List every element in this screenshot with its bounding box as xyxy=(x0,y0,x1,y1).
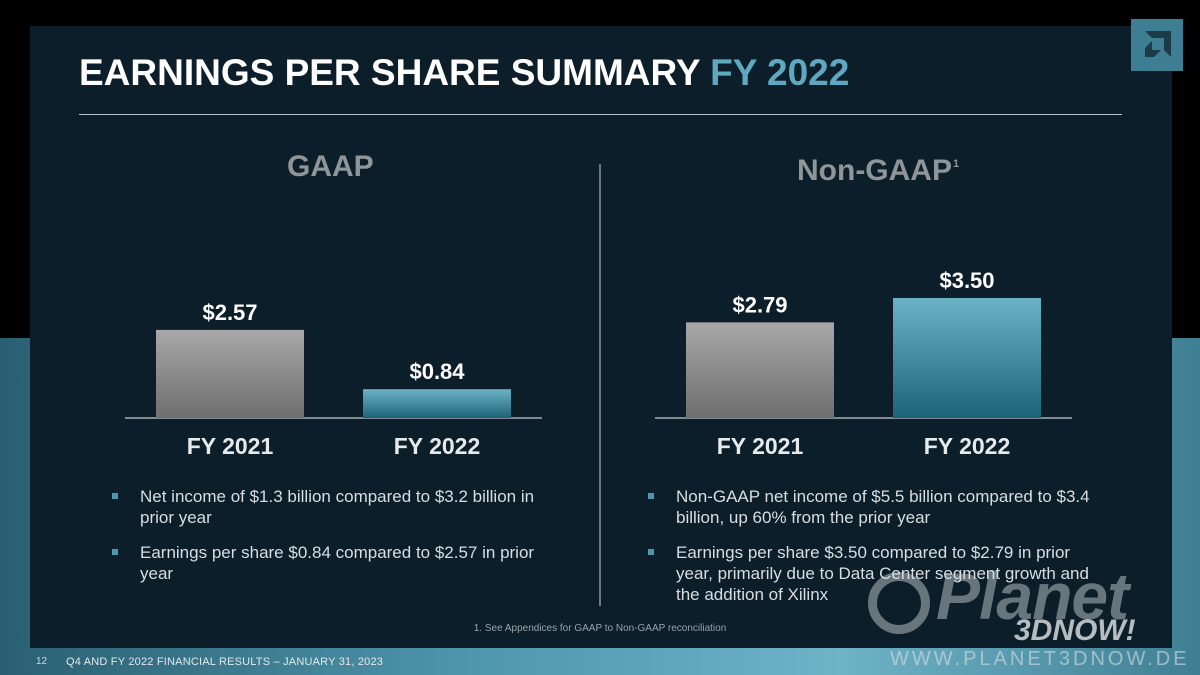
gaap-title-text: GAAP xyxy=(287,150,374,183)
nongaap-panel-title: Non-GAAP1 xyxy=(797,154,959,188)
gaap-bar-chart: $2.57 FY 2021 $0.84 FY 2022 xyxy=(125,300,542,459)
nongaap-bar-chart: $2.79 FY 2021 $3.50 FY 2022 xyxy=(655,268,1072,459)
page-title: EARNINGS PER SHARE SUMMARY FY 2022 xyxy=(79,52,849,94)
bar-value-label: $2.57 xyxy=(202,300,257,325)
bar-fy-2021 xyxy=(156,329,304,418)
category-tick-label: FY 2022 xyxy=(394,433,481,459)
nongaap-title-text: Non-GAAP xyxy=(797,154,952,187)
nongaap-bullet-list: Non-GAAP net income of $5.5 billion comp… xyxy=(646,486,1106,619)
list-item: Earnings per share $0.84 compared to $2.… xyxy=(110,542,560,584)
amd-logo-icon xyxy=(1131,19,1183,71)
title-accent: FY 2022 xyxy=(710,52,850,93)
bar-fy-2022 xyxy=(893,298,1041,418)
category-tick-label: FY 2021 xyxy=(187,433,274,459)
bullet-square-icon xyxy=(648,493,654,499)
gaap-bullet-list: Net income of $1.3 billion compared to $… xyxy=(110,486,560,598)
footer-text: Q4 AND FY 2022 FINANCIAL RESULTS – JANUA… xyxy=(66,656,384,668)
bar-fy-2022 xyxy=(363,389,511,418)
footnote: 1. See Appendices for GAAP to Non-GAAP r… xyxy=(473,623,727,634)
list-item: Earnings per share $3.50 compared to $2.… xyxy=(646,542,1106,605)
title-main: EARNINGS PER SHARE SUMMARY xyxy=(79,52,700,93)
bar-value-label: $3.50 xyxy=(939,268,994,293)
page-number: 12 xyxy=(36,656,48,667)
list-item: Non-GAAP net income of $5.5 billion comp… xyxy=(646,486,1106,528)
list-item: Net income of $1.3 billion compared to $… xyxy=(110,486,560,528)
nongaap-title-footnote-mark: 1 xyxy=(952,158,960,170)
bullet-text: Earnings per share $3.50 compared to $2.… xyxy=(676,543,1089,604)
bullet-square-icon xyxy=(112,493,118,499)
bar-fy-2021 xyxy=(686,322,834,418)
category-tick-label: FY 2022 xyxy=(924,433,1011,459)
bullet-text: Net income of $1.3 billion compared to $… xyxy=(140,487,535,527)
category-tick-label: FY 2021 xyxy=(717,433,804,459)
bullet-square-icon xyxy=(648,549,654,555)
bar-value-label: $2.79 xyxy=(732,292,787,317)
panel-divider xyxy=(599,164,601,606)
bar-value-label: $0.84 xyxy=(409,359,465,384)
gaap-panel-title: GAAP xyxy=(287,150,374,184)
bullet-text: Earnings per share $0.84 compared to $2.… xyxy=(140,543,535,583)
title-rule xyxy=(79,114,1122,115)
bullet-text: Non-GAAP net income of $5.5 billion comp… xyxy=(676,487,1090,527)
bullet-square-icon xyxy=(112,549,118,555)
